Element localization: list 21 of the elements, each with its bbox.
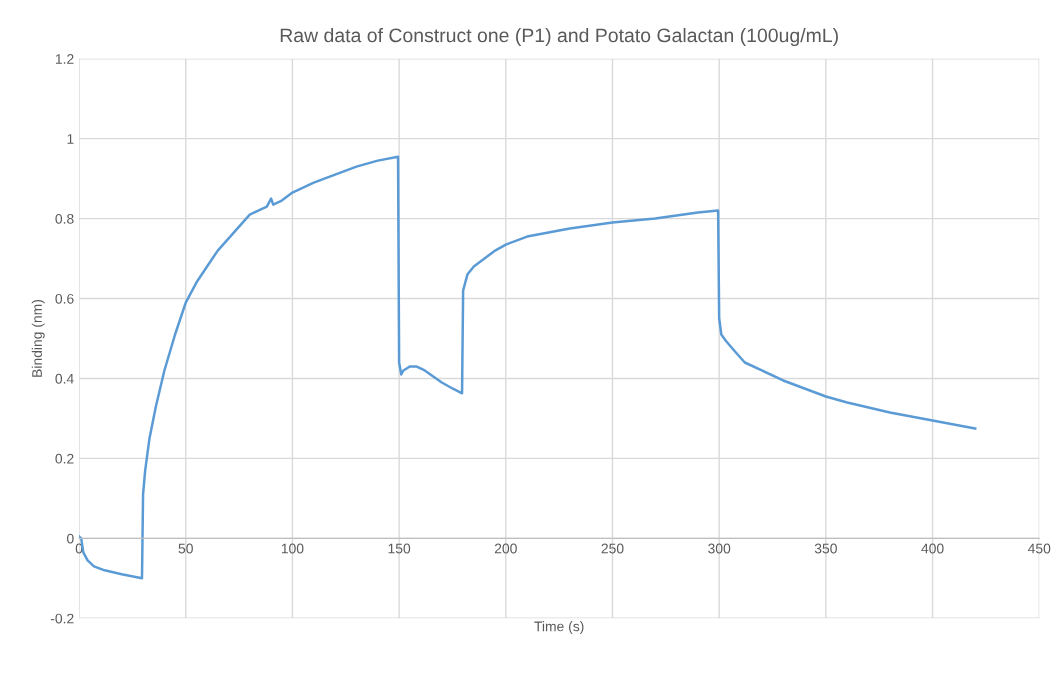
y-tick-label: 0.8 xyxy=(55,213,74,224)
chart-title: Raw data of Construct one (P1) and Potato Galactan (100ug/mL) xyxy=(280,27,838,47)
y-tick-label: 0 xyxy=(67,533,74,544)
x-tick-label: 0 xyxy=(75,543,83,554)
y-tick-label: 0.6 xyxy=(55,293,74,304)
x-tick-label: 350 xyxy=(814,543,837,554)
x-tick-label: 250 xyxy=(601,543,624,554)
y-tick-label: 0.4 xyxy=(55,373,74,384)
y-tick-label: -0.2 xyxy=(50,613,74,624)
x-tick-label: 100 xyxy=(281,543,304,554)
x-tick-label: 200 xyxy=(494,543,517,554)
y-axis-title: Binding (nm) xyxy=(31,300,45,377)
x-tick-label: 150 xyxy=(388,543,411,554)
x-tick-label: 450 xyxy=(1027,543,1051,554)
y-tick-label: 0.2 xyxy=(55,453,74,464)
x-tick-label: 400 xyxy=(921,543,944,554)
x-tick-label: 300 xyxy=(708,543,731,554)
x-tick-label: 50 xyxy=(178,543,193,554)
y-tick-label: 1 xyxy=(67,134,74,144)
y-tick-label: 1.2 xyxy=(55,54,74,64)
x-axis-title: Time (s) xyxy=(534,621,584,635)
